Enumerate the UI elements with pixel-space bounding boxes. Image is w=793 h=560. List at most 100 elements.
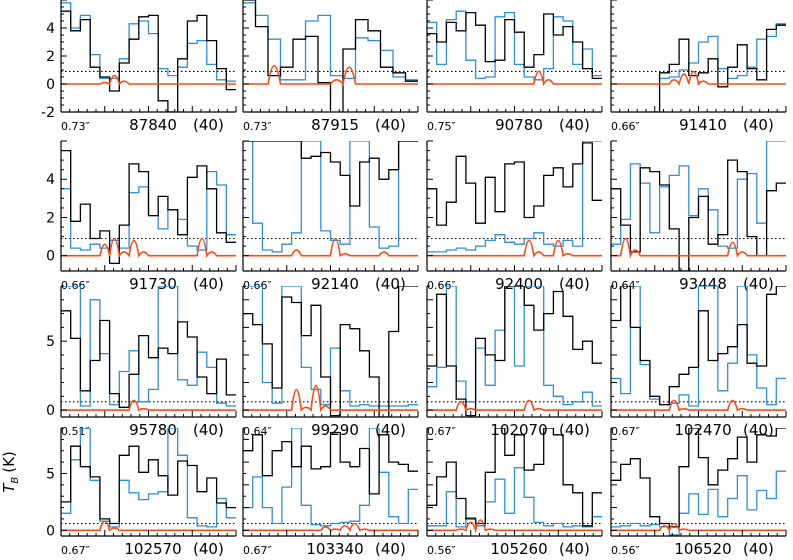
frequency-label: 92400: [495, 275, 543, 293]
y-tick-label: 5: [46, 466, 55, 482]
beam-size-label: 0.56″: [427, 544, 456, 557]
model-spectrum-line: [243, 141, 418, 253]
panel-plot-area: [61, 2, 236, 112]
spectrum-panel: 0 2 4 0.66″ 91730 (40): [46, 140, 237, 293]
beam-size-label: 0.66″: [61, 279, 90, 292]
spectrum-panel: 0.56″ 106520 (40): [610, 427, 787, 558]
observed-spectrum-line: [611, 428, 786, 528]
panels-layer: -2 0 2 4 0.73″ 87840 (40) 0.73″ 87915 (40) 0.75″ 90…: [41, 0, 787, 558]
spectrum-panel: 0.64″ 99290 (40): [242, 285, 419, 439]
observed-spectrum-line: [611, 286, 786, 406]
spectrum-panel: 0.66″ 92140 (40): [242, 140, 419, 293]
component-count-label: (40): [375, 275, 406, 293]
observed-spectrum-line: [611, 159, 786, 271]
spectrum-panel: 0.73″ 87915 (40): [242, 0, 419, 134]
frequency-label: 105260: [490, 540, 547, 558]
spectrum-panel: -2 0 2 4 0.73″ 87840 (40): [41, 0, 237, 134]
y-tick-label: 2: [46, 210, 55, 226]
y-axis-title-sub: B: [10, 477, 21, 484]
spectrum-panel: 0.66″ 91410 (40): [610, 0, 787, 134]
frequency-label: 91730: [129, 275, 177, 293]
model-spectrum-line: [427, 286, 602, 407]
y-tick-label: -2: [41, 105, 55, 121]
frequency-label: 106520: [674, 540, 731, 558]
panel-plot-area: [611, 286, 786, 412]
y-tick-label: 5: [46, 334, 55, 350]
beam-size-label: 0.66″: [427, 279, 456, 292]
panel-plot-area: [61, 428, 236, 532]
observed-spectrum-line: [427, 428, 602, 527]
panel-plot-area: [243, 286, 418, 417]
y-tick-label: 4: [46, 21, 55, 37]
panel-plot-area: [611, 428, 786, 536]
panel-plot-area: [61, 149, 236, 265]
synthetic-line: [427, 399, 602, 412]
component-count-label: (40): [559, 116, 590, 134]
model-spectrum-line: [611, 470, 786, 536]
synthetic-line: [243, 65, 418, 86]
observed-spectrum-line: [427, 142, 602, 226]
observed-spectrum-line: [427, 286, 602, 417]
synthetic-line: [61, 399, 236, 412]
observed-spectrum-line: [243, 141, 418, 207]
panel-plot-area: [427, 286, 602, 417]
beam-size-label: 0.67″: [61, 544, 90, 557]
spectrum-panel: 0.67″ 102070 (40): [426, 285, 603, 439]
frequency-label: 102470: [674, 421, 731, 439]
panel-plot-area: [243, 0, 418, 112]
observed-spectrum-line: [243, 0, 418, 112]
beam-size-label: 0.73″: [61, 120, 90, 133]
panel-plot-area: [243, 428, 418, 533]
model-spectrum-line: [611, 141, 786, 249]
y-axis-title-main: T: [0, 482, 18, 493]
component-count-label: (40): [559, 421, 590, 439]
y-tick-label: 0: [46, 523, 55, 539]
frequency-label: 87915: [311, 116, 359, 134]
frequency-label: 90780: [495, 116, 543, 134]
observed-spectrum-line: [243, 286, 418, 417]
component-count-label: (40): [193, 540, 224, 558]
y-tick-label: 2: [46, 49, 55, 65]
model-spectrum-line: [427, 467, 602, 528]
spectrum-panel: 0.75″ 90780 (40): [426, 0, 603, 134]
spectrum-panel: 0.56″ 105260 (40): [426, 427, 603, 558]
component-count-label: (40): [559, 275, 590, 293]
y-tick-label: 0: [46, 403, 55, 419]
observed-spectrum-line: [649, 24, 786, 112]
component-count-label: (40): [375, 116, 406, 134]
model-spectrum-line: [659, 23, 786, 80]
frequency-label: 103340: [306, 540, 363, 558]
frequency-label: 102070: [490, 421, 547, 439]
observed-spectrum-line: [61, 445, 236, 525]
observed-spectrum-line: [243, 431, 418, 495]
y-tick-label: 0: [46, 249, 55, 265]
frequency-label: 102570: [124, 540, 181, 558]
synthetic-line: [243, 384, 418, 413]
synthetic-line: [611, 237, 786, 259]
synthetic-line: [611, 70, 786, 87]
beam-size-label: 0.56″: [611, 544, 640, 557]
component-count-label: (40): [559, 540, 590, 558]
component-count-label: (40): [743, 116, 774, 134]
panel-plot-area: [611, 23, 786, 112]
frequency-label: 93448: [679, 275, 727, 293]
synthetic-line: [611, 399, 786, 412]
observed-spectrum-line: [61, 10, 236, 112]
y-axis-title: TB (K): [0, 451, 21, 493]
frequency-label: 95780: [129, 421, 177, 439]
beam-size-label: 0.66″: [243, 279, 272, 292]
model-spectrum-line: [243, 428, 418, 527]
observed-spectrum-line: [61, 310, 236, 408]
spectrum-panel: 0.67″ 102470 (40): [610, 285, 787, 439]
y-tick-label: 0: [46, 77, 55, 93]
component-count-label: (40): [193, 116, 224, 134]
beam-size-label: 0.66″: [611, 120, 640, 133]
panel-plot-area: [427, 10, 602, 87]
component-count-label: (40): [193, 275, 224, 293]
spectrum-panel: 0.66″ 92400 (40): [426, 140, 603, 293]
beam-size-label: 0.51″: [61, 425, 90, 438]
beam-size-label: 0.64″: [243, 425, 272, 438]
beam-size-label: 0.67″: [243, 544, 272, 557]
panel-plot-area: [61, 286, 236, 412]
